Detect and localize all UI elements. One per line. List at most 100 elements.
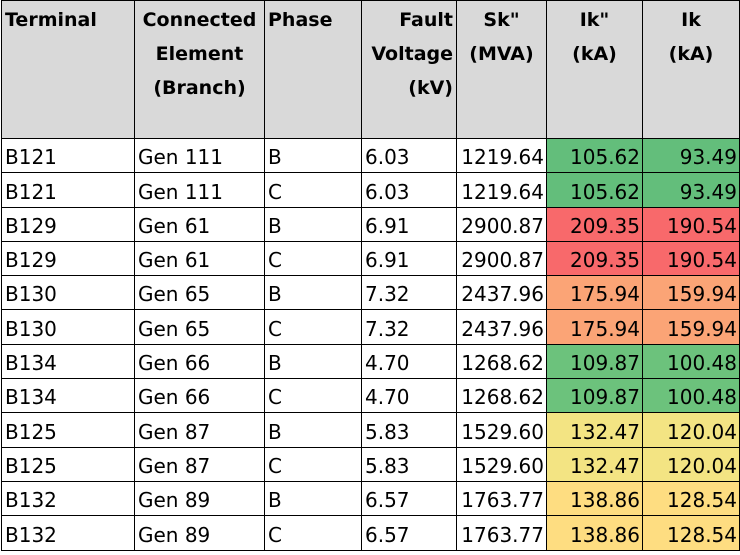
cell-sk: 2437.96 [456, 275, 547, 311]
cell-sk: 2900.87 [456, 206, 547, 242]
table-row: B134 Gen 66 C 4.70 1268.62 109.87 100.48 [1, 378, 740, 414]
cell-voltage: 6.57 [361, 480, 457, 517]
cell-voltage: 7.32 [361, 309, 457, 345]
table-row: B129 Gen 61 B 6.91 2900.87 209.35 190.54 [1, 206, 740, 242]
table-body: B121 Gen 111 B 6.03 1219.64 105.62 93.49… [1, 137, 740, 551]
cell-element: Gen 87 [134, 412, 265, 448]
cell-element: Gen 61 [134, 206, 265, 242]
cell-sk: 1763.77 [456, 515, 547, 551]
col-header-fault-voltage-line: Fault [399, 9, 453, 31]
cell-ik-initial: 175.94 [546, 309, 643, 345]
cell-sk: 1268.62 [456, 343, 547, 380]
cell-phase: C [264, 446, 362, 482]
table-row: B121 Gen 111 C 6.03 1219.64 105.62 93.49 [1, 172, 740, 208]
cell-terminal: B121 [1, 137, 135, 174]
cell-voltage: 7.32 [361, 275, 457, 311]
cell-sk: 1529.60 [456, 412, 547, 448]
cell-voltage: 4.70 [361, 378, 457, 414]
cell-ik: 120.04 [642, 412, 740, 448]
cell-ik: 93.49 [642, 137, 740, 174]
cell-terminal: B134 [1, 378, 135, 414]
col-header-sk: Sk" (MVA) [456, 0, 547, 139]
cell-phase: B [264, 343, 362, 380]
cell-terminal: B132 [1, 480, 135, 517]
cell-element: Gen 111 [134, 172, 265, 208]
cell-ik-initial: 175.94 [546, 275, 643, 311]
col-header-phase: Phase [264, 0, 362, 139]
cell-terminal: B130 [1, 275, 135, 311]
cell-sk: 2437.96 [456, 309, 547, 345]
cell-phase: B [264, 412, 362, 448]
cell-ik-initial: 109.87 [546, 378, 643, 414]
cell-terminal: B130 [1, 309, 135, 345]
cell-phase: C [264, 378, 362, 414]
cell-sk: 1529.60 [456, 446, 547, 482]
cell-ik-initial: 209.35 [546, 206, 643, 242]
cell-sk: 1763.77 [456, 480, 547, 517]
cell-ik: 100.48 [642, 343, 740, 380]
cell-phase: B [264, 275, 362, 311]
cell-ik: 159.94 [642, 275, 740, 311]
col-header-ik-initial-line: (kA) [572, 43, 617, 65]
cell-voltage: 6.91 [361, 206, 457, 242]
table-row: B134 Gen 66 B 4.70 1268.62 109.87 100.48 [1, 343, 740, 380]
cell-ik: 100.48 [642, 378, 740, 414]
table-row: B130 Gen 65 B 7.32 2437.96 175.94 159.94 [1, 275, 740, 311]
col-header-connected-element-line: (Branch) [153, 77, 246, 99]
col-header-ik-line: Ik [681, 9, 701, 31]
col-header-terminal: Terminal [1, 0, 135, 139]
col-header-connected-element-line: Connected [142, 9, 257, 31]
col-header-fault-voltage: Fault Voltage (kV) [361, 0, 457, 139]
cell-ik-initial: 138.86 [546, 515, 643, 551]
col-header-ik: Ik (kA) [642, 0, 740, 139]
table-row: B125 Gen 87 C 5.83 1529.60 132.47 120.04 [1, 446, 740, 482]
cell-voltage: 6.57 [361, 515, 457, 551]
cell-phase: C [264, 515, 362, 551]
cell-ik-initial: 138.86 [546, 480, 643, 517]
cell-voltage: 5.83 [361, 446, 457, 482]
cell-voltage: 6.03 [361, 172, 457, 208]
cell-terminal: B121 [1, 172, 135, 208]
table-row: B132 Gen 89 C 6.57 1763.77 138.86 128.54 [1, 515, 740, 551]
cell-terminal: B129 [1, 240, 135, 277]
cell-phase: B [264, 206, 362, 242]
table-row: B132 Gen 89 B 6.57 1763.77 138.86 128.54 [1, 480, 740, 517]
cell-terminal: B125 [1, 446, 135, 482]
col-header-terminal-line: Terminal [5, 9, 97, 31]
cell-voltage: 4.70 [361, 343, 457, 380]
table-row: B129 Gen 61 C 6.91 2900.87 209.35 190.54 [1, 240, 740, 277]
cell-voltage: 6.91 [361, 240, 457, 277]
cell-terminal: B129 [1, 206, 135, 242]
cell-ik-initial: 105.62 [546, 137, 643, 174]
cell-element: Gen 87 [134, 446, 265, 482]
cell-terminal: B134 [1, 343, 135, 380]
cell-terminal: B125 [1, 412, 135, 448]
cell-ik: 128.54 [642, 480, 740, 517]
col-header-ik-initial-line: Ik" [579, 9, 610, 31]
col-header-fault-voltage-line: (kV) [408, 77, 453, 99]
cell-phase: C [264, 309, 362, 345]
col-header-connected-element-line: Element [155, 43, 244, 65]
col-header-connected-element: Connected Element (Branch) [134, 0, 265, 139]
cell-phase: B [264, 480, 362, 517]
col-header-ik-initial: Ik" (kA) [546, 0, 643, 139]
cell-ik: 190.54 [642, 206, 740, 242]
col-header-ik-line: (kA) [668, 43, 714, 65]
table-row: B121 Gen 111 B 6.03 1219.64 105.62 93.49 [1, 137, 740, 174]
cell-ik-initial: 105.62 [546, 172, 643, 208]
cell-phase: B [264, 137, 362, 174]
cell-voltage: 5.83 [361, 412, 457, 448]
cell-element: Gen 61 [134, 240, 265, 277]
cell-ik: 120.04 [642, 446, 740, 482]
cell-terminal: B132 [1, 515, 135, 551]
cell-element: Gen 65 [134, 275, 265, 311]
cell-sk: 1219.64 [456, 137, 547, 174]
cell-ik: 190.54 [642, 240, 740, 277]
header-row: Terminal Connected Element (Branch) Phas… [1, 0, 740, 139]
cell-ik-initial: 109.87 [546, 343, 643, 380]
cell-element: Gen 111 [134, 137, 265, 174]
table-row: B125 Gen 87 B 5.83 1529.60 132.47 120.04 [1, 412, 740, 448]
cell-phase: C [264, 240, 362, 277]
cell-element: Gen 66 [134, 378, 265, 414]
